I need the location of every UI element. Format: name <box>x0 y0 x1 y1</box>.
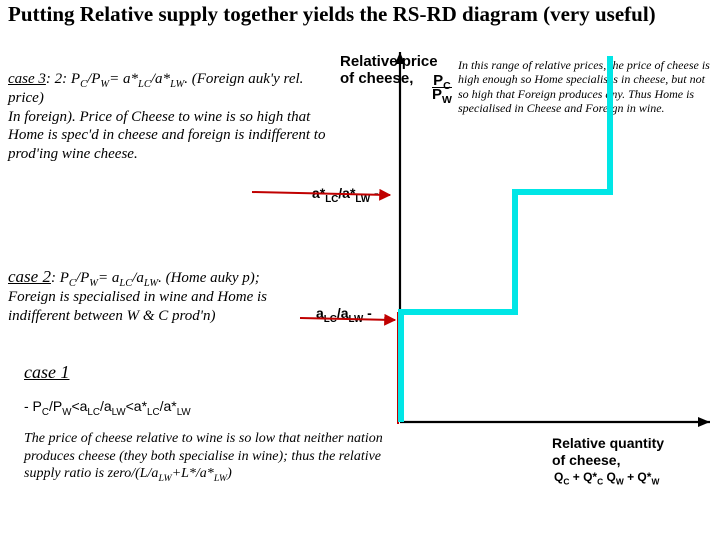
y-tick-upper: a*LC/a*LW - <box>312 185 379 201</box>
y-tick-lower: aLC/aLW - <box>316 305 372 321</box>
xlabel-l2: of cheese, <box>552 452 620 468</box>
case1-note: The price of cheese relative to wine is … <box>24 430 384 483</box>
case1-label: case 1 <box>24 362 69 383</box>
x-axis-label: Relative quantity of cheese, QC + Q*C QW… <box>552 435 720 485</box>
x-axis-fraction: QC + Q*C QW + Q*W <box>554 472 659 483</box>
page-root: Putting Relative supply together yields … <box>0 0 720 540</box>
page-title: Putting Relative supply together yields … <box>8 2 708 26</box>
case2-text: case 2: PC/PW= aLC/aLW. (Home auky p); F… <box>8 266 298 325</box>
case3-text: case 3: 2: PC/PW= a*LC/a*LW. (Foreign au… <box>8 70 338 164</box>
xfrac-den: QW + Q*W <box>607 470 660 484</box>
xfrac-num: QC + Q*C <box>554 470 603 484</box>
xlabel-l1: Relative quantity <box>552 435 664 451</box>
case1-range: - PC/PW<aLC/aLW<a*LC/a*LW <box>24 398 191 414</box>
rs-rd-chart <box>395 52 710 432</box>
